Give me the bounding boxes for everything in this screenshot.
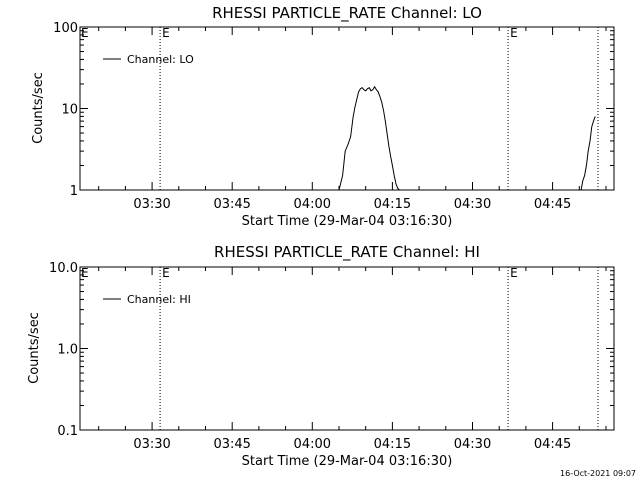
event-marker-label: E	[162, 26, 170, 40]
timestamp-footer: 16-Oct-2021 09:07	[560, 469, 636, 478]
y-tick-label: 100	[53, 21, 78, 36]
x-tick-label: 04:00	[294, 437, 331, 452]
x-tick-label: 04:45	[534, 197, 571, 212]
event-marker-label: E	[81, 266, 89, 280]
x-tick-label: 03:45	[213, 437, 250, 452]
x-tick-label: 04:30	[454, 197, 491, 212]
legend-label: Channel: LO	[127, 53, 194, 66]
x-tick-label: 03:45	[213, 197, 250, 212]
x-tick-label: 03:30	[133, 197, 170, 212]
event-marker-label: E	[510, 266, 518, 280]
x-tick-label: 04:00	[294, 197, 331, 212]
x-tick-label: 04:15	[374, 197, 411, 212]
y-tick-label: 1.0	[57, 343, 78, 358]
x-tick-label: 03:30	[133, 437, 170, 452]
y-axis-label: Counts/sec	[27, 312, 42, 384]
chart-title: RHESSI PARTICLE_RATE Channel: HI	[214, 243, 480, 262]
event-marker-label: E	[510, 26, 518, 40]
y-tick-label: 10.0	[49, 261, 78, 276]
x-axis-label: Start Time (29-Mar-04 03:16:30)	[242, 214, 453, 229]
y-tick-label: 10	[61, 103, 78, 118]
y-tick-label: 1	[70, 184, 78, 199]
data-line	[338, 85, 400, 191]
legend-label: Channel: HI	[127, 293, 191, 306]
x-tick-label: 04:15	[374, 437, 411, 452]
x-tick-label: 04:30	[454, 437, 491, 452]
data-line	[580, 116, 596, 191]
x-tick-label: 04:45	[534, 437, 571, 452]
x-axis-label: Start Time (29-Mar-04 03:16:30)	[242, 454, 453, 469]
y-tick-label: 0.1	[57, 424, 78, 439]
event-marker-label: E	[162, 266, 170, 280]
y-axis-label: Counts/sec	[31, 72, 46, 144]
chart-title: RHESSI PARTICLE_RATE Channel: LO	[212, 4, 482, 23]
event-marker-label: E	[81, 26, 89, 40]
